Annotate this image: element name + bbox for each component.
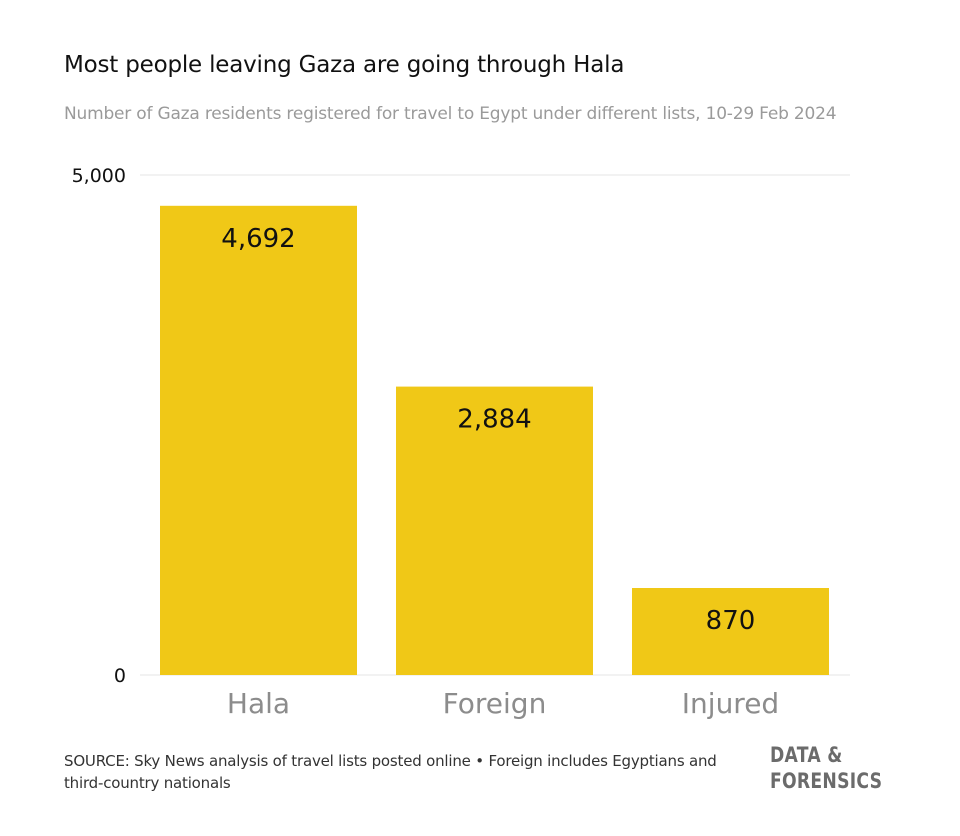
y-tick-label: 5,000 bbox=[72, 165, 126, 187]
data-label: 870 bbox=[706, 606, 756, 636]
bar-hala bbox=[160, 205, 357, 676]
category-label: Injured bbox=[682, 687, 779, 720]
brand-line-2: FORENSICS bbox=[770, 769, 883, 793]
bar-injured bbox=[632, 588, 829, 675]
data-label: 4,692 bbox=[221, 224, 295, 254]
bar-chart: 0 5,000 4,692 Hala 2,884 Foreign 870 Injured bbox=[72, 165, 850, 720]
chart-subtitle: Number of Gaza residents registered for … bbox=[64, 104, 837, 124]
data-label: 2,884 bbox=[457, 405, 531, 435]
brand-line-1: DATA & bbox=[770, 743, 843, 767]
chart-title: Most people leaving Gaza are going throu… bbox=[64, 52, 625, 78]
category-label: Hala bbox=[227, 687, 290, 720]
bar-foreign bbox=[396, 386, 593, 675]
y-tick-label: 0 bbox=[114, 665, 126, 687]
source-note: SOURCE: Sky News analysis of travel list… bbox=[64, 752, 717, 792]
brand-logo: DATA & FORENSICS bbox=[770, 742, 883, 794]
label-layer: 0 5,000 4,692 Hala 2,884 Foreign 870 Injured bbox=[72, 165, 780, 720]
bar-layer bbox=[160, 205, 829, 676]
category-label: Foreign bbox=[443, 687, 547, 720]
